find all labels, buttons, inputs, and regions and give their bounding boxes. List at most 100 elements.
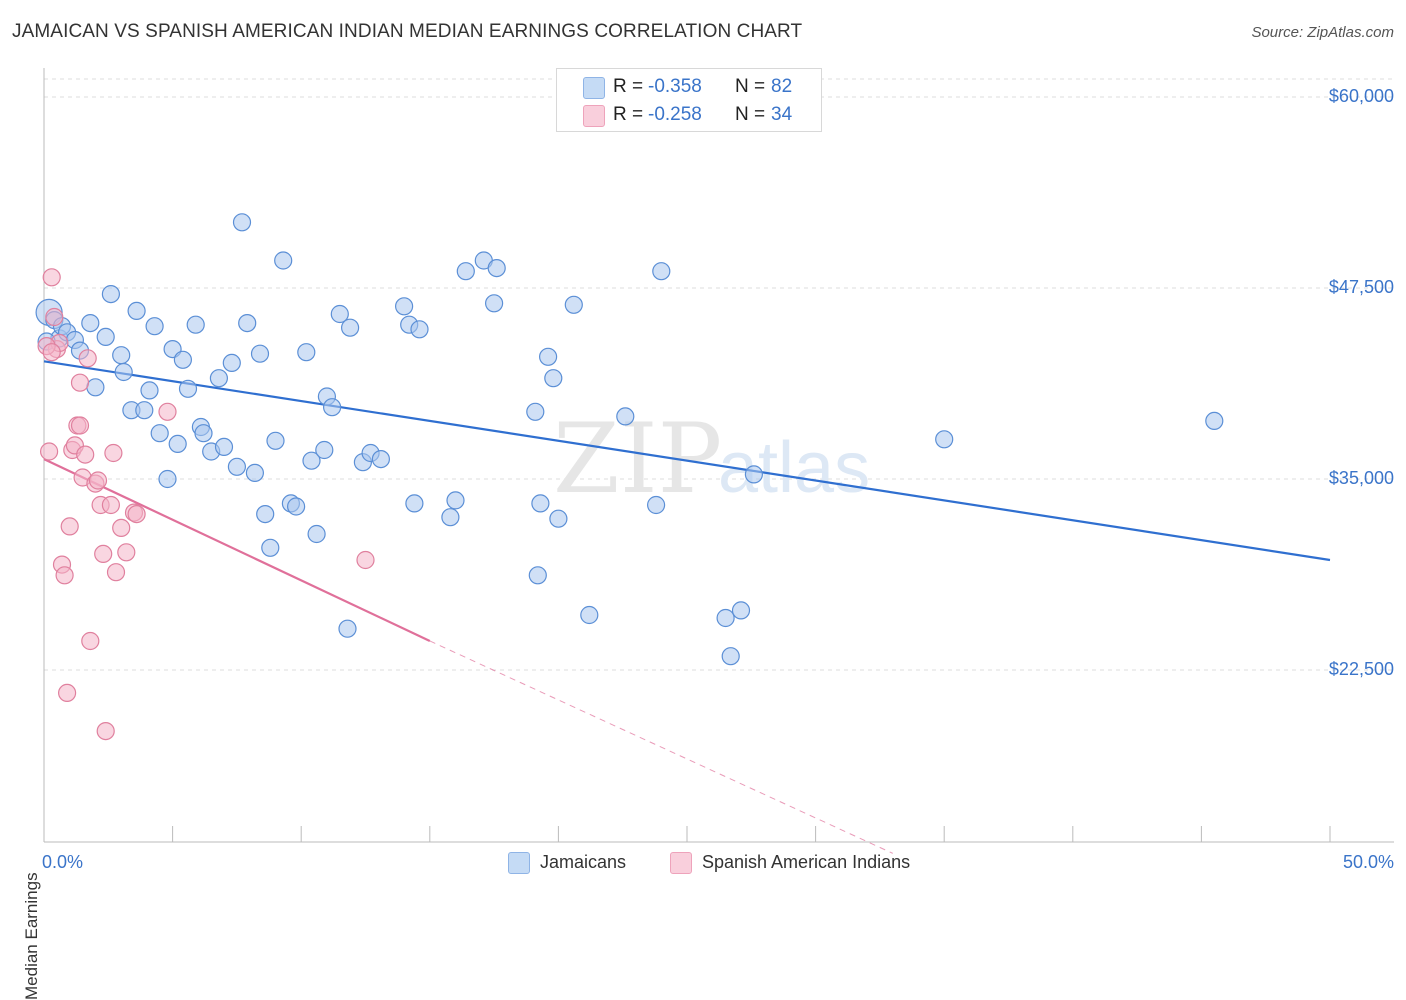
spanish-american-indians-point <box>117 543 136 562</box>
spanish-american-indians-point <box>39 442 59 461</box>
jamaicans-point <box>266 431 285 450</box>
jamaicans-point <box>256 504 275 524</box>
spanish-american-indians-point <box>81 631 100 651</box>
jamaicans-point <box>564 295 583 314</box>
legend-n-label: N = <box>735 76 766 97</box>
spanish-american-indians-point <box>96 721 115 741</box>
y-tick-label: $47,500 <box>1328 277 1394 297</box>
jamaicans-point <box>371 450 390 469</box>
jamaicans-point <box>744 465 764 484</box>
jamaicans-point <box>544 369 563 388</box>
jamaicans-point <box>261 538 280 557</box>
spanish-american-indians-point <box>45 307 64 327</box>
jamaicans-point <box>287 497 306 516</box>
jamaicans-point <box>716 608 735 628</box>
bottom-legend-jamaicans: Jamaicans <box>540 852 627 872</box>
x-tick-label-min: 0.0% <box>42 852 84 872</box>
jamaicans-point <box>487 259 506 278</box>
jamaicans-point <box>297 343 316 362</box>
bottom-legend-spanish-american-indians: Spanish American Indians <box>702 852 911 872</box>
spanish-american-indians-point <box>112 518 131 538</box>
jamaicans-point <box>441 508 460 527</box>
jamaicans-point <box>112 346 131 365</box>
spanish-american-indians-point <box>42 343 61 362</box>
legend-n-value: 82 <box>771 76 793 97</box>
bottom-legend-swatch-jamaicans <box>508 852 530 874</box>
chart-plot: ZIP atlas <box>35 68 1394 854</box>
spanish-american-indians-trend-line <box>43 458 431 642</box>
jamaicans-point <box>395 297 414 316</box>
jamaicans-point <box>186 315 205 334</box>
jamaicans-point <box>238 314 257 333</box>
jamaicans-point <box>135 401 154 420</box>
legend-r-label: R = <box>613 76 644 97</box>
jamaicans-point <box>209 369 228 388</box>
x-tick-label-max: 50.0% <box>1342 852 1394 872</box>
spanish-american-indians-point <box>70 416 90 435</box>
legend-swatch-jamaicans <box>583 77 605 99</box>
jamaicans-point <box>1205 411 1224 430</box>
spanish-american-indians-point <box>57 683 77 703</box>
source-label: Source: ZipAtlas.com <box>1251 24 1394 41</box>
jamaicans-point <box>307 524 326 544</box>
jamaicans-point <box>227 457 246 476</box>
jamaicans-point <box>410 320 429 339</box>
legend-n-value: 34 <box>771 104 793 125</box>
y-tick-label: $35,000 <box>1328 468 1394 488</box>
legend-n-label: N = <box>735 104 766 125</box>
spanish-american-indians-point <box>94 544 113 564</box>
legend-r-value: -0.358 <box>648 76 702 97</box>
legend-r-value: -0.258 <box>648 104 702 125</box>
jamaicans-point <box>935 430 954 449</box>
spanish-american-indians-point <box>76 445 95 464</box>
jamaicans-point <box>721 647 740 666</box>
y-tick-label: $60,000 <box>1328 86 1394 106</box>
jamaicans-point <box>168 434 187 453</box>
jamaicans-point <box>222 353 241 372</box>
spanish-american-indians-point <box>70 373 90 392</box>
spanish-american-indians-point <box>106 563 126 582</box>
jamaicans-point <box>81 314 100 333</box>
jamaicans-point <box>526 402 545 421</box>
jamaicans-point <box>96 327 115 346</box>
jamaicans-point <box>405 494 424 513</box>
jamaicans-point <box>341 318 360 337</box>
watermark: ZIP atlas <box>553 403 870 515</box>
jamaicans-point <box>114 362 133 382</box>
jamaicans-point <box>446 491 465 510</box>
jamaicans-point <box>652 262 671 281</box>
jamaicans-point <box>315 440 334 460</box>
jamaicans-point <box>538 347 558 366</box>
spanish-american-indians-point <box>101 495 121 515</box>
y-tick-label: $22,500 <box>1328 659 1394 679</box>
spanish-american-indians-point <box>158 402 177 421</box>
jamaicans-point <box>646 495 666 515</box>
jamaicans-point <box>531 494 550 513</box>
jamaicans-point <box>173 350 192 369</box>
jamaicans-point <box>245 463 264 482</box>
jamaicans-point <box>549 509 568 528</box>
spanish-american-indians-point <box>104 443 123 463</box>
spanish-american-indians-point <box>356 550 375 570</box>
jamaicans-point <box>302 451 321 470</box>
jamaicans-point <box>274 251 293 270</box>
jamaicans-point <box>338 619 357 638</box>
jamaicans-point <box>232 213 252 232</box>
jamaicans-point <box>145 317 164 336</box>
jamaicans-point <box>580 605 599 625</box>
jamaicans-point <box>250 344 270 363</box>
jamaicans-point <box>178 379 198 398</box>
spanish-american-indians-point <box>127 504 146 524</box>
correlation-legend: R = -0.358 N = 82 R = -0.258 N = 34 <box>556 68 822 132</box>
jamaicans-point <box>616 407 635 426</box>
spanish-american-indians-point <box>78 349 97 368</box>
trend-lines <box>43 360 1331 854</box>
jamaicans-point <box>101 285 121 304</box>
gridlines <box>44 78 1394 671</box>
watermark-zip: ZIP <box>553 403 722 515</box>
jamaicans-point <box>127 301 146 320</box>
jamaicans-point <box>150 424 169 443</box>
jamaicans-point <box>158 469 177 489</box>
spanish-american-indians-trend-extension <box>429 640 893 854</box>
legend-swatch-spanish-american-indians <box>583 105 605 127</box>
